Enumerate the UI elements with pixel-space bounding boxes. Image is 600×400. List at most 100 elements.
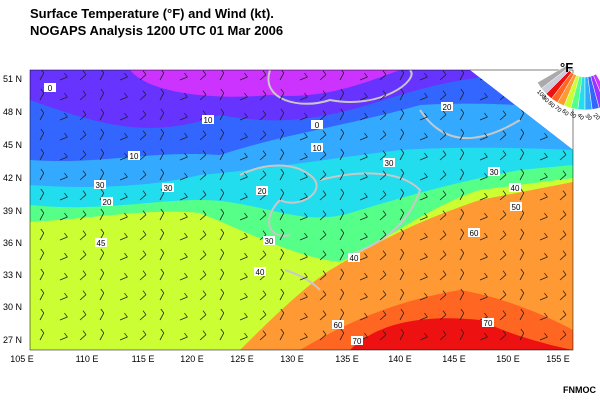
wind-barb-flag xyxy=(124,332,128,338)
title: Surface Temperature (°F) and Wind (kt). xyxy=(30,6,274,21)
wind-barb-flag xyxy=(400,70,405,74)
wind-barb-flag xyxy=(142,290,147,295)
wind-barb-flag xyxy=(40,168,45,174)
contour-label-box xyxy=(44,83,56,92)
wind-barb xyxy=(419,336,428,341)
wind-barb xyxy=(179,336,188,341)
wind-barb-flag xyxy=(280,168,285,174)
wind-barb xyxy=(119,196,128,201)
wind-barb-flag xyxy=(304,112,308,118)
contour-label: 10 xyxy=(204,116,213,125)
wind-barb xyxy=(499,174,507,181)
wind-barb xyxy=(339,212,345,221)
band-above-70 xyxy=(350,318,573,350)
wind-barb xyxy=(239,316,248,321)
wind-barb xyxy=(499,254,507,261)
wind-barb xyxy=(539,236,548,241)
wind-barb-flag xyxy=(520,188,525,194)
wind-barb-flag xyxy=(382,90,387,95)
wind-barb xyxy=(459,192,465,201)
labels: 51 N 48 N 45 N 42 N 39 N 36 N 33 N 30 N 27 N 105 … xyxy=(3,74,570,364)
contour-label-box xyxy=(263,236,275,245)
wind-barb-flag xyxy=(304,312,308,318)
wind-barb-flag xyxy=(382,330,387,335)
wind-barb-flag xyxy=(124,312,128,318)
wind-barb xyxy=(99,92,105,101)
wind-barb xyxy=(239,196,248,201)
contour-label: 60 xyxy=(470,229,479,238)
contour-label-box xyxy=(441,102,453,111)
longitude-label: 120 E xyxy=(180,354,204,364)
wind-barb xyxy=(199,334,207,341)
wind-barb xyxy=(479,116,488,121)
wind-barb-flag xyxy=(322,110,327,115)
wind-barb-flag xyxy=(460,208,465,214)
wind-barb-flag xyxy=(400,188,405,194)
wind-barb-flag xyxy=(262,70,267,75)
wind-barb-flag xyxy=(304,72,308,78)
wind-barb xyxy=(219,232,225,241)
wind-barb xyxy=(339,172,345,181)
wind-barb xyxy=(239,256,248,261)
wind-barb xyxy=(299,196,308,201)
wind-barb-flag xyxy=(340,128,345,134)
wind-barb-flag xyxy=(64,152,68,158)
wind-barb-flag xyxy=(160,208,165,214)
wind-barb-flag xyxy=(160,228,165,234)
contour-label: 70 xyxy=(484,319,493,328)
longitude-label: 125 E xyxy=(230,354,254,364)
wind-barb-flag xyxy=(442,230,447,235)
wind-barb-flag xyxy=(562,290,567,295)
wind-barb xyxy=(499,274,507,281)
wind-barb xyxy=(399,292,405,301)
wind-barb-flag xyxy=(520,288,525,294)
contour-label-box xyxy=(482,318,494,327)
wind-barb xyxy=(79,194,87,201)
wind-barb-flag xyxy=(262,110,267,115)
wind-barb-flag xyxy=(442,310,447,315)
longitude-label: 105 E xyxy=(10,354,34,364)
wind-barb xyxy=(299,236,308,241)
wind-barb xyxy=(219,152,225,161)
contour-label-box xyxy=(254,267,266,276)
wind-barb xyxy=(79,74,87,81)
wind-barb-flag xyxy=(160,268,165,274)
wind-barb-flag xyxy=(460,128,465,134)
wind-barb xyxy=(299,216,308,221)
wind-barb xyxy=(459,232,465,241)
wind-barb xyxy=(359,156,368,161)
wind-barb-flag xyxy=(322,250,327,255)
wind-barb-flag xyxy=(244,212,248,218)
wind-barb xyxy=(239,136,248,141)
wind-barb xyxy=(399,312,405,321)
wind-barb xyxy=(279,132,285,141)
wind-barb xyxy=(479,96,488,101)
wind-barb xyxy=(79,234,87,241)
wind-barb xyxy=(39,212,45,221)
wind-barb-flag xyxy=(544,192,548,198)
legend-swatch xyxy=(593,73,600,92)
wind-barb-flag xyxy=(82,110,87,115)
wind-barb xyxy=(119,216,128,221)
wind-barb xyxy=(139,274,147,281)
wind-barb-flag xyxy=(400,288,405,294)
wind-barb xyxy=(499,314,507,321)
wind-barb-flag xyxy=(184,212,188,218)
wind-barb-flag xyxy=(322,170,327,175)
wind-barb-flag xyxy=(460,268,465,274)
wind-barb-flag xyxy=(544,272,548,278)
wind-barb xyxy=(379,94,387,101)
wind-barb-flag xyxy=(400,168,405,174)
wind-barb-flag xyxy=(322,270,327,275)
wind-barb xyxy=(159,232,165,241)
wind-barb xyxy=(79,114,87,121)
wind-barb-flag xyxy=(220,188,225,194)
wind-barb xyxy=(119,176,128,181)
wind-barb-flag xyxy=(304,272,308,278)
wind-barb-flag xyxy=(262,250,267,255)
wind-barb-flag xyxy=(544,152,548,158)
wind-barb-flag xyxy=(364,132,368,138)
wind-barb-flag xyxy=(82,290,87,295)
wind-barb-flag xyxy=(244,232,248,238)
